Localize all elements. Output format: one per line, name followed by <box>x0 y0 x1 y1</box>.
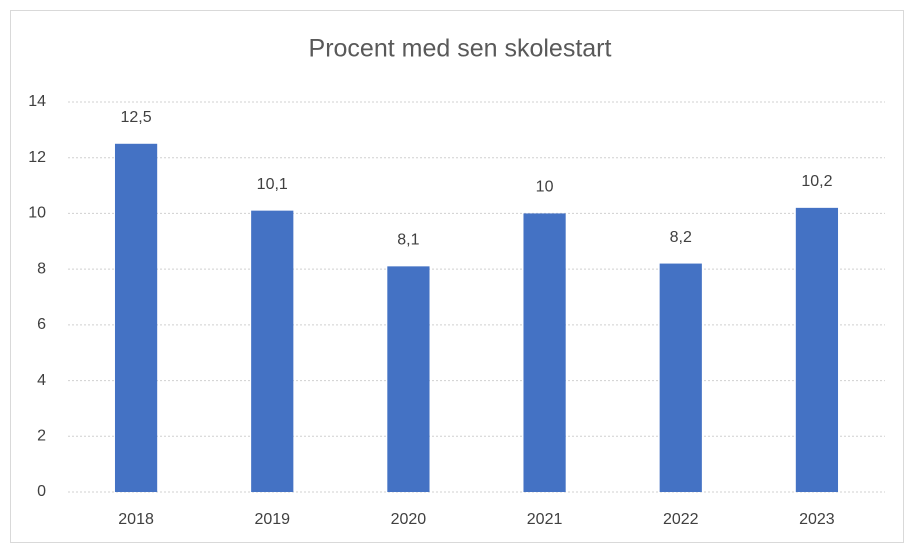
y-tick-label: 12 <box>28 149 46 166</box>
chart-frame <box>10 10 904 543</box>
bar <box>387 266 430 492</box>
y-tick-label: 2 <box>37 428 46 445</box>
y-tick-label: 0 <box>37 483 46 500</box>
x-tick-label: 2018 <box>118 511 154 528</box>
y-tick-label: 4 <box>37 372 46 389</box>
x-tick-label: 2022 <box>663 511 699 528</box>
y-tick-label: 10 <box>28 205 46 222</box>
bar <box>795 207 839 492</box>
bar <box>523 213 566 492</box>
data-label: 10,1 <box>257 176 288 193</box>
y-tick-label: 6 <box>37 316 46 333</box>
bar <box>251 210 294 492</box>
x-tick-label: 2020 <box>391 511 427 528</box>
data-label: 8,2 <box>670 229 692 246</box>
chart-title: Procent med sen skolestart <box>309 35 612 63</box>
data-label: 8,1 <box>397 232 419 249</box>
x-tick-label: 2019 <box>254 511 290 528</box>
bar <box>659 263 702 492</box>
data-label: 12,5 <box>121 109 152 126</box>
bar <box>114 143 158 493</box>
x-tick-label: 2023 <box>799 511 835 528</box>
y-tick-label: 8 <box>37 260 46 277</box>
data-label: 10 <box>536 179 554 196</box>
y-tick-label: 14 <box>28 93 46 110</box>
data-label: 10,2 <box>801 173 832 190</box>
x-tick-label: 2021 <box>527 511 563 528</box>
